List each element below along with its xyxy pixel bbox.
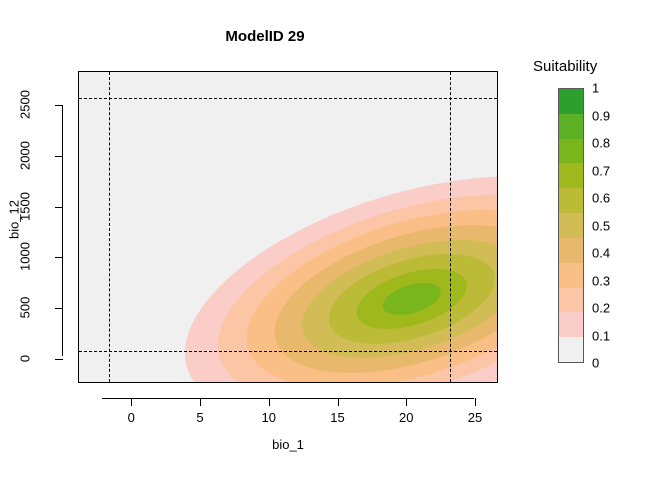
x-tick-mark xyxy=(200,398,201,406)
response-surface-contours xyxy=(184,176,497,382)
legend-label: 0.1 xyxy=(592,328,611,343)
legend-band-0.6-0.7 xyxy=(559,163,583,189)
x-tick-mark xyxy=(406,398,408,406)
contour-ellipses xyxy=(184,176,497,382)
y-axis-line xyxy=(62,105,63,356)
legend-band-0.1-0.2 xyxy=(559,287,583,313)
y-tick-mark xyxy=(55,308,63,310)
x-tick-label: 25 xyxy=(467,410,483,425)
legend-label: 0.7 xyxy=(592,163,611,178)
y-tick-label: 2000 xyxy=(17,141,33,171)
y-tick-label: 2500 xyxy=(17,90,33,120)
legend-band-0.8-0.9 xyxy=(559,113,583,139)
legend-band-0.2-0.3 xyxy=(559,262,583,288)
x-tick-label: 5 xyxy=(196,410,204,425)
x-tick-mark xyxy=(131,398,133,406)
y-tick-label: 500 xyxy=(17,296,33,319)
x-axis-title: bio_1 xyxy=(272,437,304,452)
y-tick-mark xyxy=(55,358,63,360)
legend-label: 0.3 xyxy=(592,273,611,288)
y-tick-label: 0 xyxy=(17,354,33,362)
legend-label: 0.9 xyxy=(592,108,611,123)
legend-band-0.3-0.4 xyxy=(559,237,583,263)
legend-band-0.7-0.8 xyxy=(559,138,583,164)
legend-title: Suitability xyxy=(533,58,598,75)
page-title: ModelID 29 xyxy=(225,28,305,45)
x-tick-mark xyxy=(268,398,270,406)
x-tick-label: 10 xyxy=(261,410,276,425)
plot-panel xyxy=(78,71,498,383)
x-tick-mark xyxy=(475,398,476,406)
legend-colorbar xyxy=(558,88,584,363)
legend-label: 0 xyxy=(592,355,600,371)
x-tick-mark xyxy=(337,398,339,406)
legend-band-0.9-1 xyxy=(559,89,583,114)
legend-band-below-0 xyxy=(559,337,583,362)
legend-label: 0.5 xyxy=(592,218,611,233)
x-tick-label: 0 xyxy=(127,410,135,425)
legend-label: 0.2 xyxy=(592,300,611,316)
y-tick-mark xyxy=(55,257,63,259)
y-tick-mark xyxy=(55,156,63,158)
legend-label: 0.6 xyxy=(592,190,611,206)
legend-band-0-0.1 xyxy=(559,312,583,338)
x-axis-line xyxy=(102,398,474,399)
legend-band-0.4-0.5 xyxy=(559,213,583,238)
x-tick-label: 20 xyxy=(399,410,414,425)
y-axis-title: bio_12 xyxy=(6,199,22,240)
legend-label: 0.8 xyxy=(592,135,611,151)
legend-label: 1 xyxy=(592,80,600,96)
legend-band-0.5-0.6 xyxy=(559,188,583,214)
legend-label: 0.4 xyxy=(592,245,611,261)
y-tick-mark xyxy=(55,105,63,107)
x-tick-label: 15 xyxy=(330,410,345,425)
y-tick-mark xyxy=(55,206,63,208)
contour-level-0.8 xyxy=(382,282,441,315)
